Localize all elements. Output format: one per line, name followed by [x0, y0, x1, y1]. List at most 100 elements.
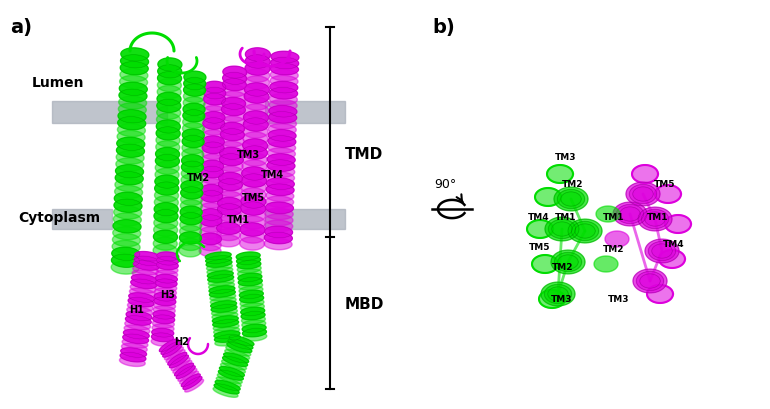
- Polygon shape: [225, 350, 249, 360]
- Polygon shape: [244, 98, 269, 111]
- Polygon shape: [223, 73, 246, 85]
- Polygon shape: [239, 282, 263, 290]
- Polygon shape: [244, 91, 269, 104]
- Polygon shape: [156, 270, 178, 279]
- Text: TMD: TMD: [345, 147, 383, 162]
- Polygon shape: [152, 315, 175, 324]
- Polygon shape: [222, 98, 246, 110]
- Polygon shape: [240, 299, 264, 307]
- Polygon shape: [224, 353, 249, 363]
- Polygon shape: [561, 192, 581, 207]
- Polygon shape: [200, 215, 222, 227]
- Polygon shape: [208, 275, 233, 283]
- Text: 90°: 90°: [434, 178, 456, 191]
- Polygon shape: [173, 361, 192, 373]
- Polygon shape: [238, 274, 262, 282]
- Polygon shape: [652, 244, 672, 258]
- Text: TM2: TM2: [186, 173, 209, 182]
- Polygon shape: [265, 227, 293, 238]
- Polygon shape: [119, 83, 147, 96]
- Polygon shape: [268, 142, 296, 154]
- Text: H2: H2: [175, 336, 189, 346]
- Polygon shape: [165, 347, 183, 360]
- Text: TM2: TM2: [603, 245, 624, 254]
- Polygon shape: [182, 149, 204, 161]
- Text: TM3: TM3: [555, 153, 577, 162]
- Polygon shape: [153, 306, 176, 315]
- Polygon shape: [557, 190, 584, 209]
- Polygon shape: [121, 348, 146, 357]
- Polygon shape: [216, 229, 240, 241]
- Polygon shape: [221, 111, 245, 123]
- Polygon shape: [182, 162, 203, 174]
- Polygon shape: [171, 358, 190, 371]
- Polygon shape: [271, 52, 299, 64]
- Polygon shape: [243, 133, 268, 146]
- Polygon shape: [132, 266, 159, 275]
- Polygon shape: [155, 288, 176, 297]
- Polygon shape: [201, 185, 223, 197]
- Polygon shape: [214, 331, 240, 339]
- Polygon shape: [156, 135, 180, 148]
- Polygon shape: [201, 179, 223, 191]
- Polygon shape: [223, 356, 247, 366]
- Polygon shape: [202, 167, 223, 178]
- Polygon shape: [155, 175, 179, 189]
- Text: Lumen: Lumen: [32, 76, 85, 90]
- Polygon shape: [206, 252, 231, 260]
- Polygon shape: [127, 307, 152, 316]
- Text: TM3: TM3: [236, 150, 259, 160]
- Polygon shape: [575, 224, 595, 238]
- Polygon shape: [157, 100, 181, 113]
- Polygon shape: [221, 117, 245, 129]
- Polygon shape: [183, 85, 206, 97]
- Polygon shape: [203, 106, 225, 118]
- Polygon shape: [115, 186, 142, 199]
- Polygon shape: [266, 173, 294, 184]
- Polygon shape: [111, 261, 139, 274]
- Polygon shape: [268, 124, 296, 136]
- Polygon shape: [182, 123, 205, 135]
- Polygon shape: [199, 240, 221, 251]
- Polygon shape: [182, 117, 205, 129]
- Polygon shape: [156, 266, 178, 274]
- Polygon shape: [179, 226, 202, 238]
- Polygon shape: [158, 65, 182, 79]
- Polygon shape: [213, 316, 238, 324]
- Polygon shape: [243, 329, 266, 337]
- Polygon shape: [180, 200, 203, 212]
- Polygon shape: [154, 203, 178, 216]
- Polygon shape: [154, 293, 176, 301]
- Polygon shape: [264, 238, 292, 250]
- Polygon shape: [242, 320, 266, 328]
- Polygon shape: [209, 282, 234, 290]
- Polygon shape: [131, 279, 156, 289]
- Polygon shape: [116, 172, 143, 185]
- Polygon shape: [240, 216, 265, 229]
- Polygon shape: [659, 250, 685, 268]
- Polygon shape: [632, 166, 658, 184]
- Polygon shape: [620, 207, 640, 222]
- Polygon shape: [266, 191, 294, 202]
- Polygon shape: [156, 162, 179, 175]
- Polygon shape: [206, 256, 232, 264]
- Polygon shape: [182, 110, 205, 123]
- Polygon shape: [243, 112, 269, 125]
- Polygon shape: [206, 260, 232, 267]
- Polygon shape: [154, 196, 179, 209]
- Text: TM1: TM1: [648, 213, 669, 222]
- Polygon shape: [596, 207, 620, 222]
- Polygon shape: [222, 86, 246, 98]
- Polygon shape: [203, 94, 226, 106]
- Polygon shape: [202, 149, 224, 160]
- Polygon shape: [216, 377, 241, 387]
- Polygon shape: [241, 308, 265, 316]
- Polygon shape: [217, 373, 243, 384]
- Polygon shape: [266, 202, 293, 214]
- Text: TM1: TM1: [226, 214, 249, 225]
- Polygon shape: [221, 123, 245, 135]
- Polygon shape: [211, 305, 237, 312]
- Polygon shape: [179, 371, 199, 384]
- Polygon shape: [157, 79, 182, 92]
- Polygon shape: [203, 112, 225, 124]
